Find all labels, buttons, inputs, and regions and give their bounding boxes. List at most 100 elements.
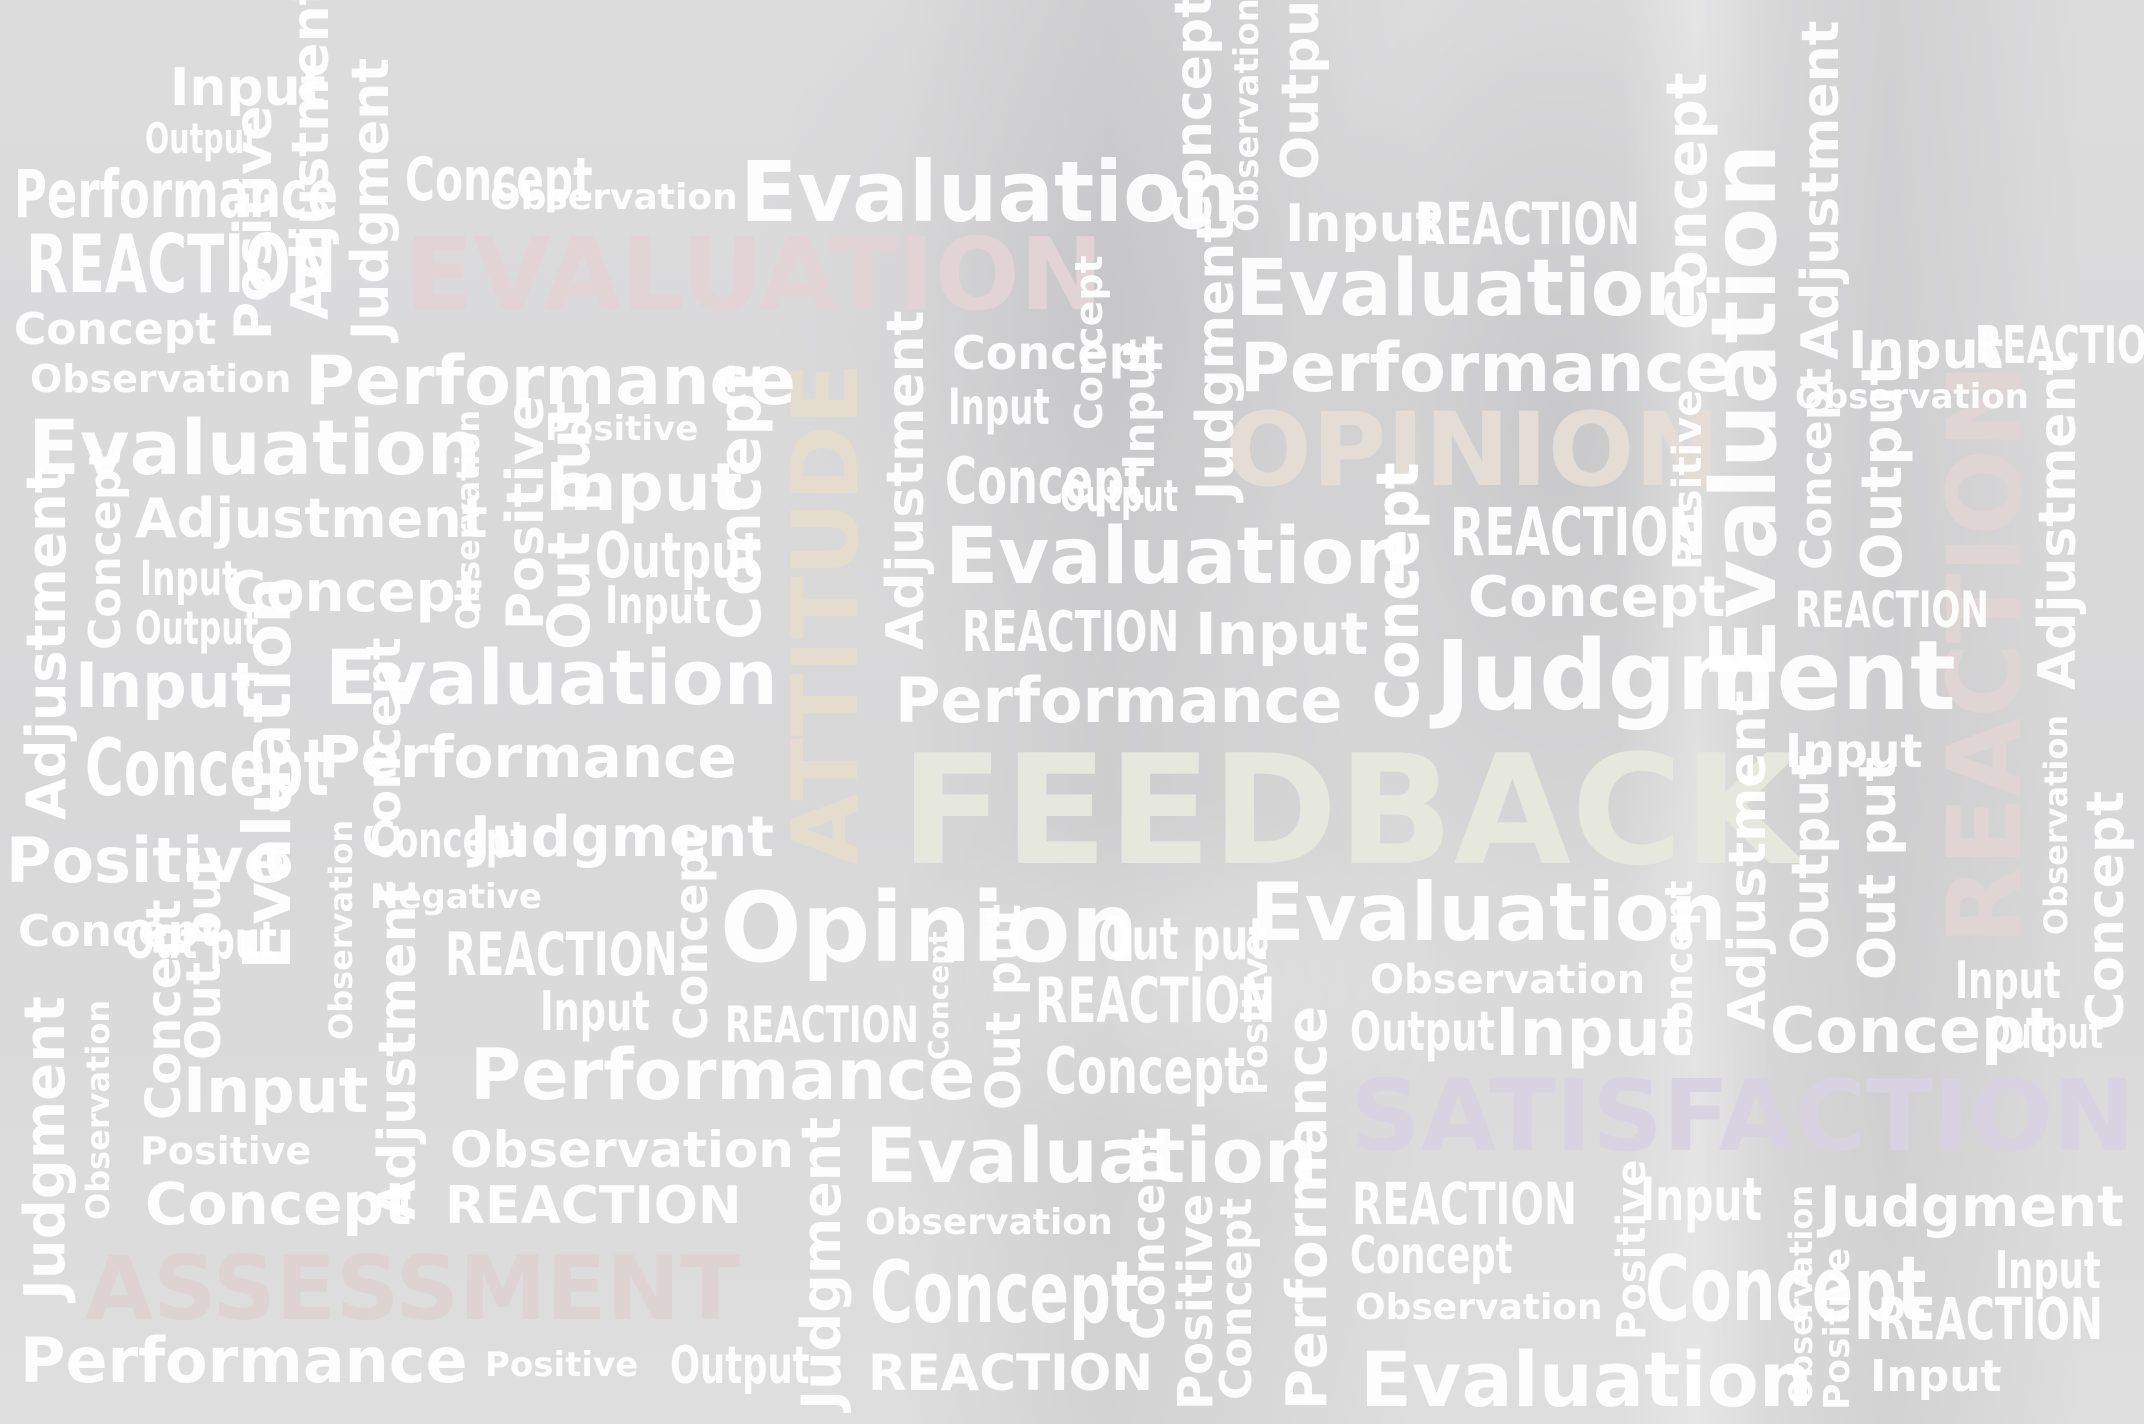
- word-negative: Negative: [370, 877, 542, 917]
- word-adjustment: Adjustment: [1718, 690, 1778, 1030]
- word-observation: Observation: [865, 1202, 1113, 1243]
- word-concept: Concept: [1121, 1128, 1175, 1341]
- word-output: Output: [1350, 1000, 1495, 1063]
- word-output: Output: [670, 1336, 810, 1396]
- word-input: Input: [140, 551, 238, 607]
- word-concept: Concept: [945, 445, 1146, 519]
- word-observation: Observation: [490, 177, 738, 218]
- word-observation: Observation: [1370, 957, 1646, 1003]
- big-word-evaluation: EVALUATION: [405, 216, 1104, 333]
- word-input: Input: [75, 649, 261, 722]
- word-output: Output: [1060, 471, 1179, 522]
- word-judgment: Judgment: [341, 57, 401, 340]
- word-reaction: REACTION: [1352, 1170, 1577, 1238]
- word-concept: Concept: [1067, 255, 1111, 430]
- word-concept: Concept: [370, 811, 527, 869]
- word-positive: Positive: [545, 409, 699, 449]
- word-positive: Positive: [6, 824, 286, 897]
- word-concept: Concept: [1045, 1035, 1246, 1109]
- word-reaction: REACTION: [1795, 581, 1989, 639]
- word-judgment: Judgment: [13, 996, 78, 1300]
- word-concept: Concept: [1211, 1197, 1262, 1400]
- word-observation: Observation: [1795, 377, 2029, 417]
- word-judgment: Judgment: [470, 805, 774, 870]
- word-judgment: Judgment: [1435, 620, 1956, 732]
- word-evaluation: Evaluation: [865, 1111, 1318, 1200]
- word-concept: Concept: [405, 145, 593, 215]
- word-concept: Concept: [1657, 880, 1701, 1055]
- word-reaction: REACTION: [445, 1176, 742, 1236]
- word-evaluation: Evaluation: [1250, 866, 1727, 959]
- word-positive: Positive: [224, 105, 284, 340]
- word-observation: Observation: [450, 1121, 794, 1179]
- word-concept: Concept: [922, 931, 955, 1060]
- word-input: Input: [170, 58, 326, 118]
- word-output: Output: [1985, 1008, 2104, 1059]
- big-word-assessment: ASSESSMENT: [85, 1237, 741, 1340]
- word-out-put: Out put: [125, 911, 277, 971]
- word-input: Input: [1785, 724, 1923, 778]
- word-observation: Observation: [1355, 1287, 1603, 1328]
- word-observation: Observation: [2037, 714, 2075, 935]
- word-concept: Concept: [1770, 994, 2056, 1067]
- word-output: Output: [1850, 359, 1915, 580]
- word-input: Input: [1955, 951, 2061, 1011]
- word-concept: Concept: [18, 906, 221, 957]
- word-opinion: Opinion: [720, 872, 1139, 984]
- word-out-put: Out put: [176, 853, 232, 1060]
- word-adjustment: Adjustment: [1791, 20, 1851, 360]
- word-reaction: REACTION: [962, 600, 1180, 665]
- word-concept: Concept: [2076, 790, 2136, 1030]
- word-input: Input: [1285, 194, 1441, 254]
- word-concept: Concept: [85, 724, 329, 814]
- word-concept: Concept: [80, 447, 131, 650]
- word-adjustment: Adjustment: [2028, 350, 2088, 690]
- word-judgment: Judgment: [790, 1117, 853, 1410]
- word-input: Input: [605, 576, 711, 636]
- word-judgment: Judgment: [1820, 1175, 2124, 1240]
- word-performance: Performance: [318, 723, 737, 791]
- word-adjustment: Adjustment: [281, 0, 341, 320]
- word-reaction: REACTION: [26, 218, 337, 311]
- word-input: Input: [545, 449, 743, 526]
- word-out-put: Out put: [976, 903, 1032, 1110]
- word-concept: Concept: [1164, 0, 1224, 232]
- word-concept: Concept: [664, 828, 718, 1041]
- word-input: Input: [1995, 1241, 2101, 1301]
- word-performance: Performance: [305, 342, 796, 421]
- word-evaluation: Evaluation: [1360, 1335, 1813, 1424]
- word-concept: Concept: [14, 304, 217, 355]
- word-output: Output: [1781, 754, 1841, 960]
- big-word-attitude: ATTITUDE: [772, 362, 879, 865]
- word-concept: Concept: [952, 326, 1164, 380]
- word-evaluation: Evaluation: [325, 633, 778, 722]
- big-word-opinion: OPINION: [1225, 391, 1720, 510]
- word-reaction: REACTION: [725, 996, 919, 1054]
- word-concept: Concept: [1367, 462, 1432, 720]
- word-observation: Observation: [79, 999, 117, 1220]
- word-output: Output: [145, 114, 258, 163]
- word-out-put: Out put: [1098, 905, 1268, 973]
- word-input: Input: [540, 980, 650, 1043]
- word-input: Input: [948, 378, 1050, 436]
- word-positive: Positive: [1817, 1247, 1858, 1410]
- word-input: Input: [1870, 1351, 2002, 1402]
- word-concept: Concept: [1350, 1226, 1513, 1286]
- word-adjustment: Adjustment: [15, 467, 78, 820]
- word-concept: Concept: [225, 560, 483, 625]
- big-word-feedback: FEEDBACK: [900, 722, 1801, 899]
- word-performance: Performance: [14, 156, 339, 233]
- word-concept: Concept: [705, 364, 775, 640]
- word-reaction: REACTION: [1415, 190, 1640, 258]
- word-input: Input: [1195, 600, 1369, 668]
- word-output: Output: [135, 601, 259, 655]
- word-reaction: REACTION: [445, 920, 678, 990]
- word-adjustment: Adjustment: [135, 487, 488, 550]
- word-out-put: Out put: [535, 400, 603, 650]
- word-reaction: REACTION: [1450, 494, 1706, 571]
- word-out-put: Out put: [1848, 756, 1908, 980]
- word-reaction: REACTION: [1878, 1285, 2103, 1353]
- word-input: Input: [1640, 1165, 1762, 1235]
- word-evaluation: Evaluation: [740, 143, 1241, 241]
